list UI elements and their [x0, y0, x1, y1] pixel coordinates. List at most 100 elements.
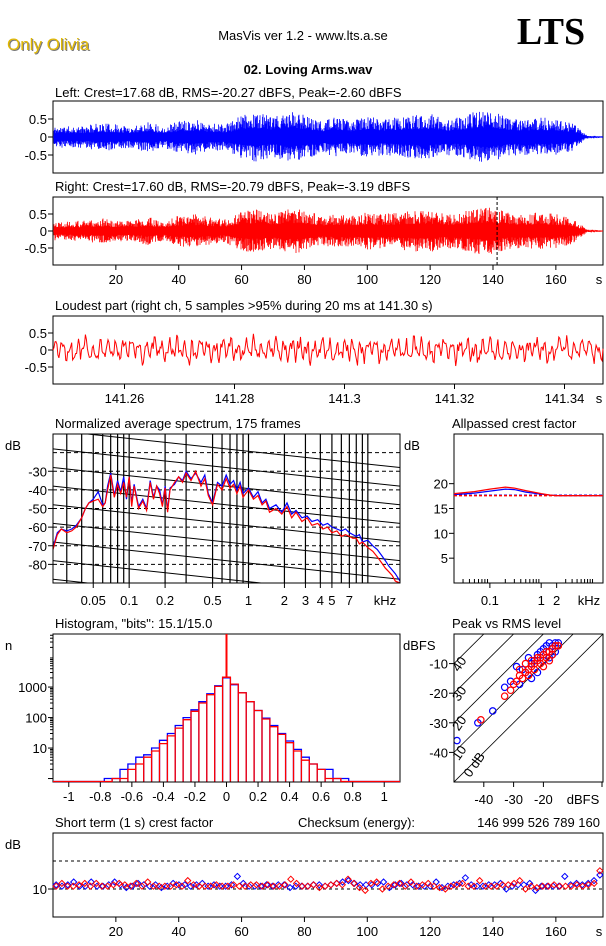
loudest-part-title: Loudest part (right ch, 5 samples >95% d… — [55, 298, 433, 313]
crest-point-left — [590, 876, 598, 885]
x-tick-label: 2 — [553, 593, 560, 608]
x-tick-label: -0.2 — [184, 789, 206, 804]
crest-point-left — [578, 881, 587, 889]
crest-point-right — [172, 881, 181, 889]
slope-reference-line — [53, 504, 400, 543]
peak-rms-point-right — [533, 653, 542, 662]
crest-point-right — [544, 882, 553, 890]
x-tick-label: 120 — [419, 924, 441, 939]
crest-point-left — [438, 883, 446, 892]
crest-point-left — [525, 879, 534, 888]
crest-point-right — [258, 882, 266, 890]
peak-rms-point-left — [454, 736, 461, 745]
y-tick-label: 0.5 — [29, 112, 47, 127]
x-tick-label: 160 — [545, 272, 567, 287]
crest-point-right — [298, 882, 306, 890]
crest-point-left — [262, 881, 271, 889]
charts: Left: Crest=17.68 dB, RMS=-20.27 dBFS, P… — [5, 85, 604, 939]
x-unit-label: kHz — [578, 593, 600, 608]
y-tick-label: 100 — [25, 711, 47, 726]
crest-point-right — [63, 882, 72, 890]
crest-point-left — [432, 878, 440, 886]
crest-point-right — [212, 881, 221, 889]
peak-rms-point-right — [551, 642, 560, 650]
spectrum-grid — [53, 434, 400, 583]
x-tick-label: -0.8 — [89, 789, 111, 804]
x-tick-label: 141.34 — [545, 391, 585, 406]
crest-point-right — [556, 882, 564, 890]
crest-point-right — [224, 882, 232, 890]
crest-lines — [454, 634, 603, 782]
y-tick-label: 0 — [40, 224, 47, 239]
x-tick-label: 4 — [317, 593, 324, 608]
crest-point-right — [52, 882, 60, 890]
peak-rms-point-right — [477, 716, 485, 724]
crest-point-right — [292, 879, 301, 888]
x-tick-label: 0.2 — [156, 593, 174, 608]
crest-point-right — [321, 882, 329, 890]
crest-point-right — [304, 882, 312, 890]
crest-point-right — [361, 886, 369, 895]
y-tick-label: -0.5 — [25, 360, 47, 375]
crest-point-right — [58, 879, 66, 888]
crest-point-left — [186, 882, 195, 890]
crest-point-right — [453, 881, 461, 889]
waveform-left-title: Left: Crest=17.68 dB, RMS=-20.27 dBFS, P… — [55, 85, 402, 100]
slope-reference-line — [53, 448, 400, 487]
crest-point-right — [567, 882, 575, 890]
crest-point-right — [161, 882, 169, 890]
crest-point-right — [493, 882, 501, 890]
short-term-crest-title: Short term (1 s) crest factor — [55, 815, 214, 830]
x-tick-label: 160 — [545, 924, 567, 939]
peak-rms-point-right — [521, 659, 530, 668]
crest-point-right — [281, 881, 289, 889]
x-tick-label: 80 — [297, 924, 311, 939]
crest-point-right — [441, 885, 450, 893]
file-name: 02. Loving Arms.wav — [244, 62, 374, 77]
checksum-value: 146 999 526 789 160 — [477, 815, 600, 830]
crest-point-right — [189, 881, 198, 889]
crest-point-right — [590, 879, 598, 888]
crest-point-right — [470, 882, 478, 890]
x-tick-label: 141.28 — [215, 391, 255, 406]
x-tick-label: 0.4 — [281, 789, 299, 804]
lts-logo: LTS — [517, 11, 585, 53]
crest-point-right — [527, 882, 535, 890]
x-tick-label: -1 — [63, 789, 75, 804]
x-tick-label: 141.26 — [105, 391, 145, 406]
x-tick-label: 7 — [346, 593, 353, 608]
crest-point-left — [315, 881, 323, 889]
x-tick-label: 141.32 — [435, 391, 475, 406]
crest-line — [454, 634, 515, 694]
x-tick-label: 0.05 — [81, 593, 106, 608]
crest-point-right — [235, 882, 243, 890]
crest-point-left — [239, 879, 247, 888]
histogram-title: Histogram, "bits": 15.1/15.0 — [55, 616, 212, 631]
y-tick-label: -80 — [28, 557, 47, 572]
histogram-right-series — [53, 676, 400, 783]
loudest-part-chart: Loudest part (right ch, 5 samples >95% d… — [25, 298, 604, 406]
peak-rms-point-right — [515, 665, 524, 674]
x-tick-label: 20 — [109, 272, 123, 287]
crest-point-left — [584, 879, 592, 888]
y-tick-label: 10 — [33, 882, 47, 897]
crest-point-right — [75, 881, 83, 889]
x-tick-label: 0 — [223, 789, 230, 804]
crest-point-right — [481, 882, 490, 890]
crest-point-right — [550, 881, 558, 889]
y-tick-label: -60 — [28, 520, 47, 535]
crest-point-left — [128, 882, 136, 890]
x-tick-label: 140 — [482, 272, 504, 287]
crest-point-right — [596, 867, 604, 875]
peak-rms-point-right — [554, 642, 563, 650]
x-unit-label: s — [596, 272, 603, 287]
crest-point-right — [315, 883, 324, 892]
allpassed-right-series — [453, 486, 603, 497]
crest-point-right — [86, 882, 95, 890]
plot-frame — [52, 832, 604, 918]
crest-point-right — [218, 882, 226, 890]
crest-point-right — [269, 882, 278, 890]
y-tick-label: 0 — [40, 343, 47, 358]
crest-point-right — [407, 878, 415, 886]
